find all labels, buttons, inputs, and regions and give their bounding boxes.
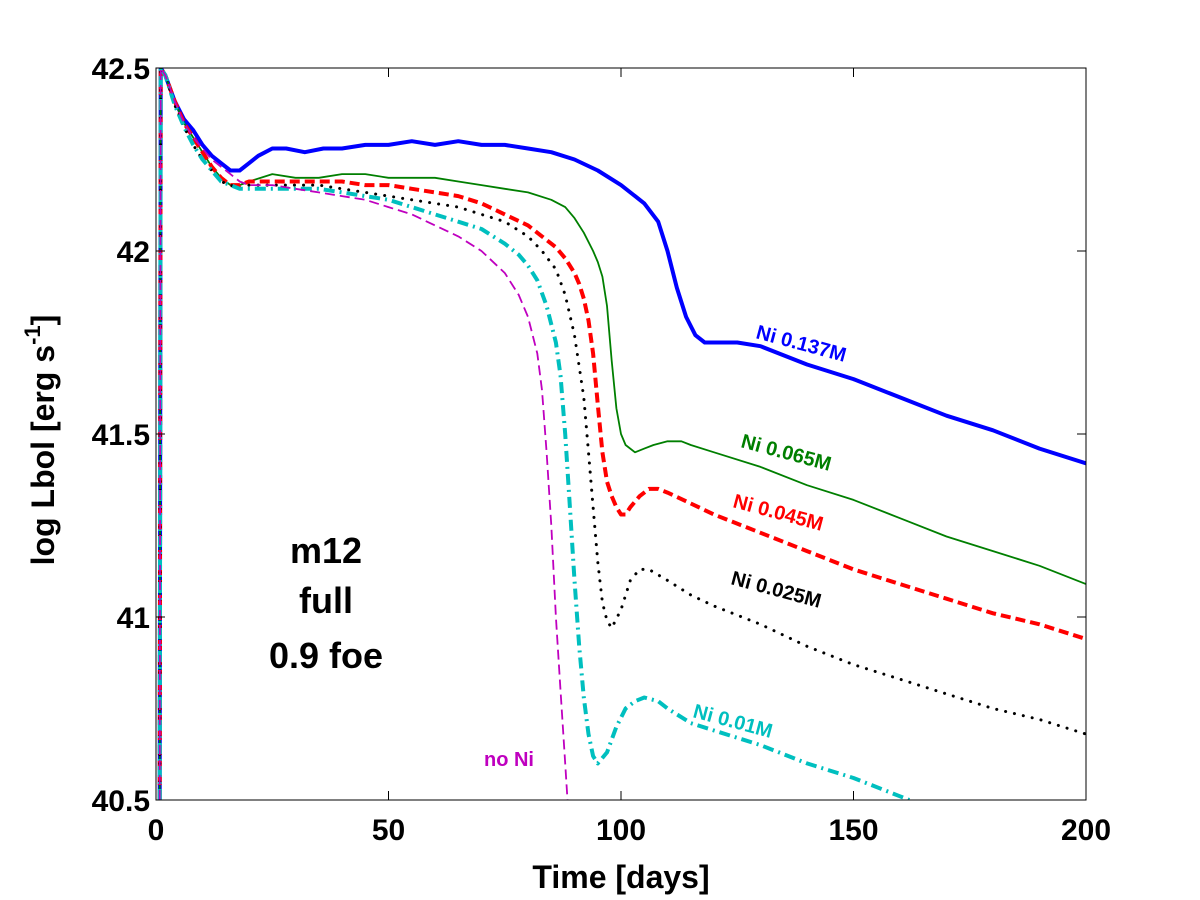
series-label-ni-0065: Ni 0.065M bbox=[739, 431, 834, 476]
x-tick-label: 150 bbox=[828, 814, 878, 847]
y-axis-label-sup: -1 bbox=[20, 325, 45, 345]
y-axis-label: log Lbol [erg s-1] bbox=[20, 315, 61, 566]
series-line-ni-0-01m bbox=[157, 68, 911, 800]
series-layer bbox=[157, 68, 1086, 800]
series-label-ni-0137: Ni 0.137M bbox=[754, 322, 849, 367]
y-tick-label: 40.5 bbox=[92, 785, 150, 818]
ticks-layer: 0 50 100 150 200 40.5 41 41.5 42 42.5 bbox=[92, 53, 1111, 847]
y-axis-label-main: log Lbol [erg s bbox=[25, 345, 61, 565]
series-label-ni-0025: Ni 0.025M bbox=[729, 568, 824, 613]
series-line-no-ni bbox=[158, 68, 569, 800]
series-line-ni-0-025m bbox=[158, 68, 1086, 800]
y-axis-label-close: ] bbox=[25, 315, 61, 326]
series-line-ni-0-137m bbox=[157, 68, 1086, 800]
y-tick-label: 41 bbox=[117, 602, 150, 635]
x-tick-label: 200 bbox=[1061, 814, 1111, 847]
series-label-ni-001: Ni 0.01M bbox=[691, 701, 775, 743]
annotation-line-2: full bbox=[299, 580, 353, 621]
annotation-line-1: m12 bbox=[290, 530, 362, 571]
x-tick-label: 0 bbox=[148, 814, 165, 847]
x-axis-label: Time [days] bbox=[532, 859, 709, 895]
x-tick-label: 100 bbox=[596, 814, 646, 847]
series-label-no-ni: no Ni bbox=[484, 749, 534, 771]
annotation-line-3: 0.9 foe bbox=[269, 635, 383, 676]
y-tick-label: 42 bbox=[117, 236, 150, 269]
series-label-ni-0045: Ni 0.045M bbox=[731, 491, 826, 536]
series-line-ni-0-065m bbox=[158, 68, 1086, 800]
series-line-ni-0-045m bbox=[157, 68, 1086, 800]
y-tick-label: 42.5 bbox=[92, 53, 150, 86]
y-tick-label: 41.5 bbox=[92, 419, 150, 452]
x-tick-label: 50 bbox=[372, 814, 405, 847]
